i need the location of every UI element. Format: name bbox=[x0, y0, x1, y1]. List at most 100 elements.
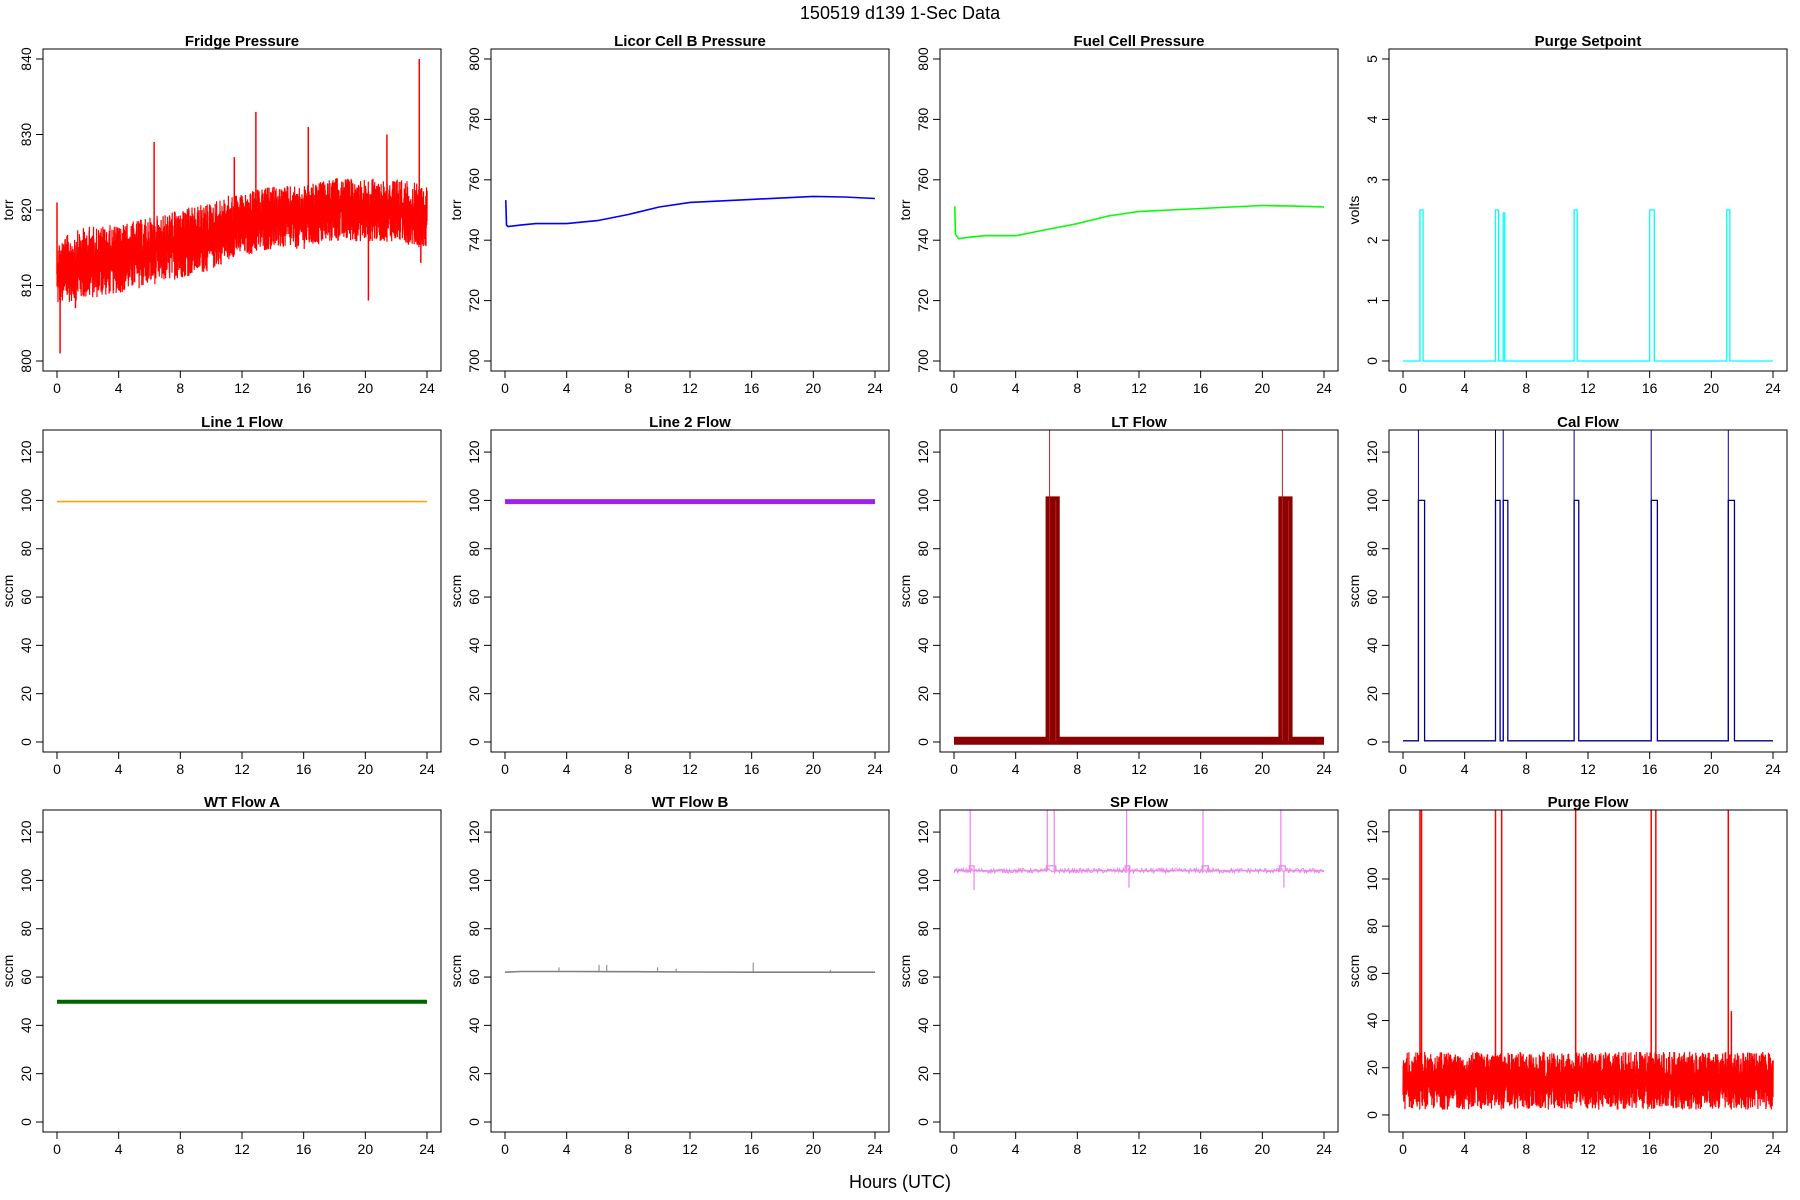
y-tick-label: 60 bbox=[915, 969, 931, 985]
y-tick-label: 840 bbox=[18, 47, 34, 71]
panel-cal-flow: Cal Flow sccm 0 4 8 12 16 20 24 0 20 40 60 80 100 120 bbox=[1346, 414, 1788, 777]
y-axis-label: sccm bbox=[448, 575, 464, 608]
plot-frame bbox=[490, 809, 890, 1133]
y-tick-label: 20 bbox=[466, 1066, 482, 1082]
x-tick-label: 16 bbox=[1193, 761, 1209, 777]
x-tick-label: 20 bbox=[1704, 1141, 1720, 1157]
x-tick-label: 20 bbox=[1255, 761, 1271, 777]
x-tick-label: 20 bbox=[806, 1141, 822, 1157]
y-tick-label: 20 bbox=[18, 1066, 34, 1082]
data-line bbox=[505, 195, 876, 228]
y-tick-label: 810 bbox=[18, 274, 34, 298]
x-tick-label: 20 bbox=[358, 380, 374, 396]
panel-purge-flow: Purge Flow sccm 0 4 8 12 16 20 24 0 20 40 60 80 100 120 bbox=[1346, 794, 1788, 1157]
y-tick-label: 0 bbox=[915, 738, 931, 746]
x-tick-label: 8 bbox=[176, 761, 184, 777]
x-tick-label: 16 bbox=[744, 380, 760, 396]
y-tick-label: 100 bbox=[915, 489, 931, 513]
y-tick-label: 0 bbox=[1364, 1111, 1380, 1119]
y-tick-label: 60 bbox=[18, 589, 34, 605]
panel-fridge-pressure: Fridge Pressure torr 0 4 8 12 16 20 24 800 810 820 8… bbox=[0, 33, 442, 396]
panel-line-1-flow: Line 1 Flow sccm 0 4 8 12 16 20 24 0 20 40 60 80 100 12… bbox=[0, 414, 442, 777]
plot-frame bbox=[1388, 429, 1788, 753]
y-tick-label: 80 bbox=[18, 541, 34, 557]
x-tick-label: 4 bbox=[1012, 1141, 1020, 1157]
panel-licor-cell-b-pressure: Licor Cell B Pressure torr 0 4 8 12 16 20 24 700 7… bbox=[448, 33, 890, 396]
y-tick-label: 0 bbox=[18, 738, 34, 746]
x-tick-label: 12 bbox=[1580, 380, 1596, 396]
plot-frame bbox=[490, 48, 890, 372]
x-tick-label: 8 bbox=[1073, 1141, 1081, 1157]
panel-title: SP Flow bbox=[1110, 794, 1168, 811]
x-tick-label: 20 bbox=[806, 380, 822, 396]
x-tick-label: 12 bbox=[682, 1141, 698, 1157]
y-tick-label: 0 bbox=[1364, 738, 1380, 746]
data-line bbox=[56, 178, 428, 304]
x-tick-label: 0 bbox=[1399, 761, 1407, 777]
y-tick-label: 100 bbox=[915, 869, 931, 893]
y-tick-label: 60 bbox=[466, 589, 482, 605]
panel-title: Line 2 Flow bbox=[649, 414, 731, 431]
x-tick-label: 4 bbox=[1461, 1141, 1469, 1157]
x-tick-label: 24 bbox=[419, 761, 435, 777]
panel-title: Purge Setpoint bbox=[1535, 33, 1642, 50]
y-tick-label: 120 bbox=[915, 440, 931, 464]
x-tick-label: 4 bbox=[115, 761, 123, 777]
y-tick-label: 780 bbox=[466, 108, 482, 132]
x-tick-label: 12 bbox=[234, 761, 250, 777]
panel-sp-flow: SP Flow sccm 0 4 8 12 16 20 24 0 20 40 60 80 100 120 bbox=[897, 794, 1339, 1157]
x-tick-label: 16 bbox=[1193, 380, 1209, 396]
y-axis-label: sccm bbox=[897, 955, 913, 988]
x-tick-label: 12 bbox=[1580, 1141, 1596, 1157]
x-tick-label: 8 bbox=[1522, 1141, 1530, 1157]
y-tick-label: 80 bbox=[1364, 918, 1380, 934]
y-tick-label: 5 bbox=[1364, 55, 1380, 63]
x-tick-label: 8 bbox=[1522, 380, 1530, 396]
plot-frame bbox=[1388, 48, 1788, 372]
y-tick-label: 100 bbox=[1364, 489, 1380, 513]
y-tick-label: 800 bbox=[18, 349, 34, 373]
x-tick-label: 4 bbox=[563, 1141, 571, 1157]
y-tick-label: 780 bbox=[915, 108, 931, 132]
y-tick-label: 1 bbox=[1364, 296, 1380, 304]
x-tick-label: 16 bbox=[744, 1141, 760, 1157]
data-line bbox=[1402, 1051, 1774, 1110]
x-tick-label: 4 bbox=[563, 761, 571, 777]
y-tick-label: 120 bbox=[1364, 440, 1380, 464]
panel-lt-flow: LT Flow sccm 0 4 8 12 16 20 24 0 20 40 60 80 100 120 bbox=[897, 414, 1339, 777]
panel-title: Licor Cell B Pressure bbox=[614, 33, 766, 50]
y-tick-label: 4 bbox=[1364, 115, 1380, 123]
x-tick-label: 24 bbox=[1765, 761, 1781, 777]
panel-title: Fuel Cell Pressure bbox=[1074, 33, 1205, 50]
x-tick-label: 20 bbox=[358, 1141, 374, 1157]
x-axis-label: Hours (UTC) bbox=[849, 1172, 951, 1192]
y-tick-label: 20 bbox=[18, 686, 34, 702]
y-tick-label: 100 bbox=[1364, 867, 1380, 891]
plot-frame bbox=[1388, 809, 1788, 1133]
y-tick-label: 40 bbox=[18, 637, 34, 653]
y-tick-label: 80 bbox=[466, 541, 482, 557]
y-tick-label: 0 bbox=[466, 738, 482, 746]
y-tick-label: 0 bbox=[18, 1118, 34, 1126]
x-tick-label: 16 bbox=[296, 1141, 312, 1157]
series-group bbox=[953, 810, 1325, 891]
plot-frame bbox=[490, 429, 890, 753]
x-tick-label: 8 bbox=[624, 1141, 632, 1157]
y-tick-label: 120 bbox=[1364, 820, 1380, 844]
x-tick-label: 4 bbox=[563, 380, 571, 396]
y-axis-label: sccm bbox=[0, 955, 16, 988]
y-tick-label: 100 bbox=[18, 489, 34, 513]
data-line bbox=[504, 970, 875, 973]
y-tick-label: 80 bbox=[466, 921, 482, 937]
series-group bbox=[56, 59, 428, 354]
x-tick-label: 16 bbox=[296, 380, 312, 396]
y-tick-label: 120 bbox=[18, 820, 34, 844]
panel-title: Cal Flow bbox=[1557, 414, 1619, 431]
y-axis-label: volts bbox=[1346, 196, 1362, 225]
x-tick-label: 0 bbox=[53, 1141, 61, 1157]
x-tick-label: 24 bbox=[1316, 761, 1332, 777]
y-tick-label: 760 bbox=[915, 168, 931, 192]
y-tick-label: 0 bbox=[915, 1118, 931, 1126]
x-tick-label: 4 bbox=[1461, 761, 1469, 777]
